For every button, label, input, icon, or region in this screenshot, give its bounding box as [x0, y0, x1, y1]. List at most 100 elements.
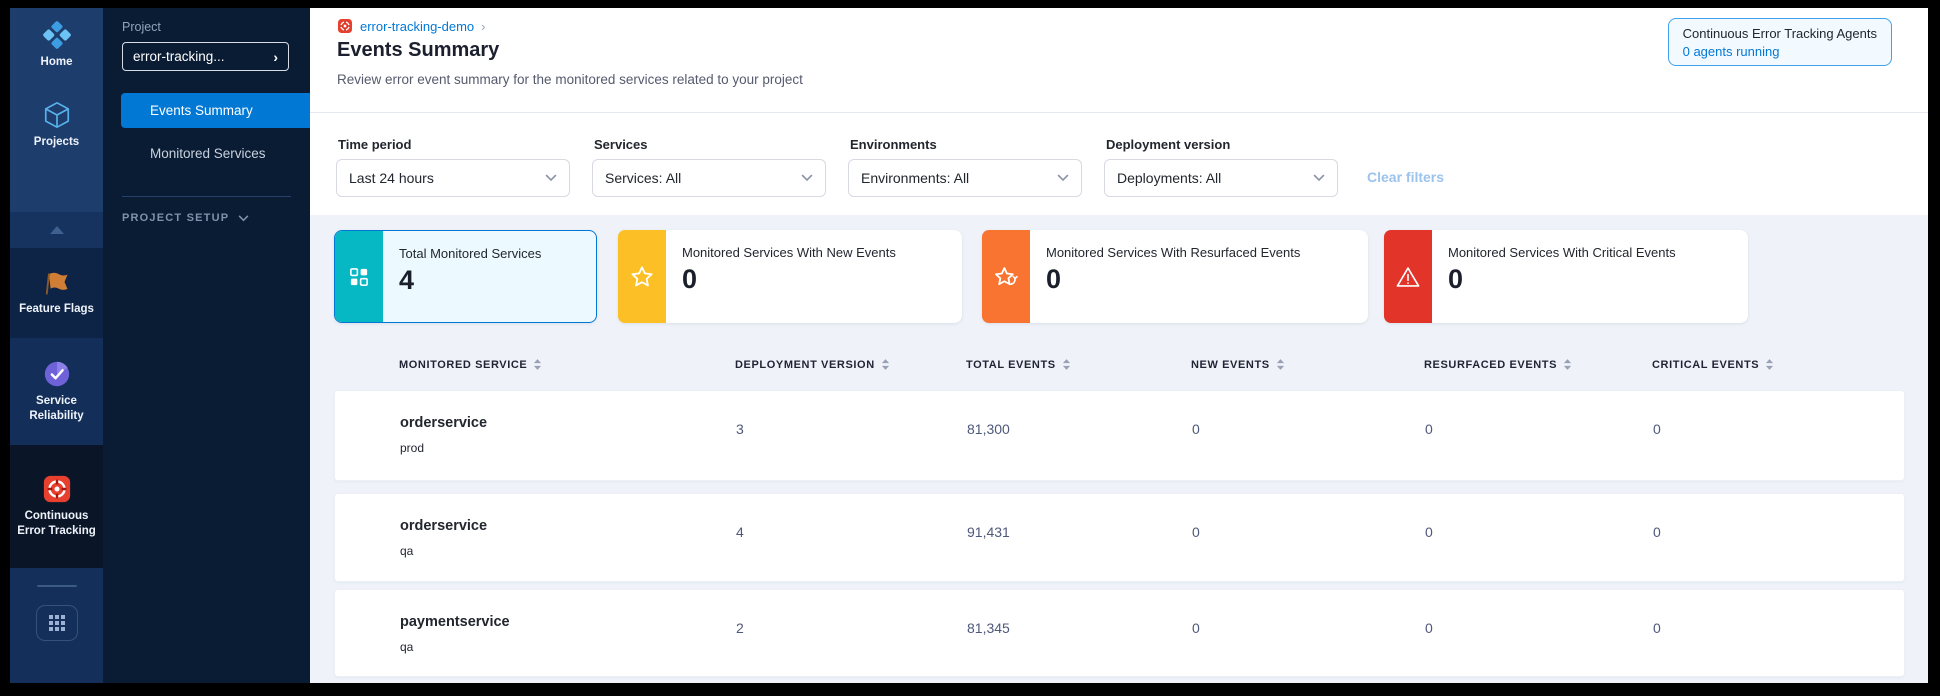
project-selector[interactable]: error-tracking... › — [122, 42, 289, 71]
project-setup-toggle[interactable]: PROJECT SETUP — [122, 212, 249, 224]
card-value: 0 — [682, 264, 698, 294]
warning-triangle-icon — [1396, 266, 1420, 287]
deployment-version-value: 3 — [736, 421, 744, 437]
rail-item-continuous-error-tracking[interactable]: Continuous Error Tracking — [10, 445, 103, 568]
resurfaced-events-value: 0 — [1425, 524, 1433, 540]
agents-box-title: Continuous Error Tracking Agents — [1682, 26, 1877, 41]
service-environment: qa — [400, 640, 414, 654]
chevron-right-icon: › — [273, 48, 278, 65]
nav-divider — [122, 196, 291, 197]
rail-item-inner: Continuous Error Tracking — [10, 474, 103, 539]
service-environment: prod — [400, 441, 425, 455]
rail-top-section: Home Projects — [10, 8, 103, 212]
breadcrumb: error-tracking-demo › — [337, 18, 486, 34]
events-summary-body: Total Monitored Services 4 Monitored Ser… — [310, 215, 1928, 683]
star-icon — [631, 265, 653, 286]
card-color-block — [1384, 230, 1432, 323]
dropdown-value: Deployments: All — [1117, 170, 1222, 186]
resurfaced-events-value: 0 — [1425, 421, 1433, 437]
service-reliability-icon — [44, 361, 69, 387]
rail-item-inner: Service Reliability — [10, 359, 103, 424]
rail-bottom-section — [10, 568, 103, 683]
card-label: Total Monitored Services — [399, 246, 542, 261]
table-row[interactable]: orderservice prod 3 81,300 0 0 0 — [334, 390, 1905, 481]
card-new-events[interactable]: Monitored Services With New Events 0 — [618, 230, 962, 323]
time-period-dropdown[interactable]: Last 24 hours — [336, 159, 570, 197]
star-resurfaced-icon — [995, 266, 1018, 285]
apps-grid-icon — [48, 615, 65, 631]
card-total-monitored-services[interactable]: Total Monitored Services 4 — [334, 230, 597, 323]
rail-item-inner: Feature Flags — [10, 270, 103, 317]
sort-icon — [1563, 359, 1572, 370]
table-row[interactable]: orderservice qa 4 91,431 0 0 0 — [334, 493, 1905, 582]
breadcrumb-project-link[interactable]: error-tracking-demo — [360, 18, 475, 34]
critical-events-value: 0 — [1653, 524, 1661, 540]
sort-icon — [1766, 359, 1774, 370]
card-resurfaced-events[interactable]: Monitored Services With Resurfaced Event… — [982, 230, 1368, 323]
chevron-down-icon — [1057, 174, 1069, 182]
nav-item-events-summary[interactable]: Events Summary — [121, 93, 310, 128]
chevron-down-icon — [239, 215, 249, 221]
card-value: 0 — [1448, 264, 1464, 294]
grid-icon — [350, 267, 368, 286]
rail-item-label: Home — [40, 56, 73, 68]
filter-label: Services — [594, 137, 648, 152]
card-label: Monitored Services With Resurfaced Event… — [1046, 245, 1301, 260]
column-header-critical-events[interactable]: CRITICAL EVENTS — [1652, 358, 1774, 371]
nav-item-monitored-services[interactable]: Monitored Services — [121, 136, 310, 171]
rail-item-feature-flags[interactable]: Feature Flags — [10, 248, 103, 338]
clear-filters-button[interactable]: Clear filters — [1367, 169, 1445, 185]
rail-item-service-reliability[interactable]: Service Reliability — [10, 338, 103, 445]
card-label: Monitored Services With Critical Events — [1448, 245, 1676, 260]
column-header-monitored-service[interactable]: MONITORED SERVICE — [399, 358, 542, 371]
projects-icon — [44, 101, 69, 128]
column-header-deployment-version[interactable]: DEPLOYMENT VERSION — [735, 358, 890, 371]
table-row[interactable]: paymentservice qa 2 81,345 0 0 0 — [334, 589, 1905, 677]
total-events-value: 81,345 — [967, 620, 1010, 636]
service-name: orderservice — [400, 415, 488, 431]
column-header-total-events[interactable]: TOTAL EVENTS — [966, 358, 1071, 371]
rail-divider — [36, 585, 77, 587]
chevron-right-icon: › — [481, 18, 486, 34]
continuous-error-tracking-icon — [43, 475, 70, 503]
page-title: Events Summary — [337, 39, 500, 61]
agents-status-box[interactable]: Continuous Error Tracking Agents 0 agent… — [1667, 18, 1892, 66]
column-header-label: NEW EVENTS — [1191, 358, 1270, 371]
rail-item-home[interactable]: Home — [10, 20, 103, 70]
sort-icon — [534, 359, 542, 370]
column-header-label: TOTAL EVENTS — [966, 358, 1056, 371]
home-icon — [42, 21, 71, 49]
column-header-new-events[interactable]: NEW EVENTS — [1191, 358, 1285, 371]
rail-item-label: Feature Flags — [19, 302, 94, 315]
rail-item-projects[interactable]: Projects — [10, 100, 103, 150]
agents-running-link[interactable]: 0 agents running — [1682, 44, 1780, 59]
card-critical-events[interactable]: Monitored Services With Critical Events … — [1384, 230, 1748, 323]
sort-icon — [1062, 359, 1070, 370]
deployment-version-value: 2 — [736, 620, 744, 636]
rail-item-label: Projects — [33, 135, 80, 148]
dropdown-value: Last 24 hours — [349, 170, 434, 186]
services-dropdown[interactable]: Services: All — [592, 159, 826, 197]
card-color-block — [618, 230, 666, 323]
column-header-resurfaced-events[interactable]: RESURFACED EVENTS — [1424, 358, 1572, 371]
rail-scroll-up[interactable] — [10, 212, 103, 248]
rail-item-label: Continuous Error Tracking — [17, 510, 96, 537]
filter-label: Deployment version — [1106, 137, 1231, 152]
all-modules-button[interactable] — [35, 605, 78, 641]
environments-dropdown[interactable]: Environments: All — [848, 159, 1082, 197]
page-header: error-tracking-demo › Events Summary Rev… — [310, 8, 1928, 113]
project-nav-panel: Project error-tracking... › Events Summa… — [103, 8, 310, 683]
sort-icon — [881, 359, 889, 370]
new-events-value: 0 — [1192, 421, 1200, 437]
card-value: 0 — [1046, 264, 1062, 294]
card-color-block — [335, 231, 383, 322]
main-content: error-tracking-demo › Events Summary Rev… — [310, 8, 1928, 683]
deployments-dropdown[interactable]: Deployments: All — [1104, 159, 1338, 197]
nav-item-label: Events Summary — [150, 103, 253, 118]
dropdown-value: Services: All — [605, 170, 682, 186]
service-environment: qa — [400, 544, 414, 558]
column-header-label: MONITORED SERVICE — [399, 358, 528, 371]
column-header-label: RESURFACED EVENTS — [1424, 358, 1558, 371]
deployment-version-value: 4 — [736, 524, 744, 540]
card-color-block — [982, 230, 1030, 323]
